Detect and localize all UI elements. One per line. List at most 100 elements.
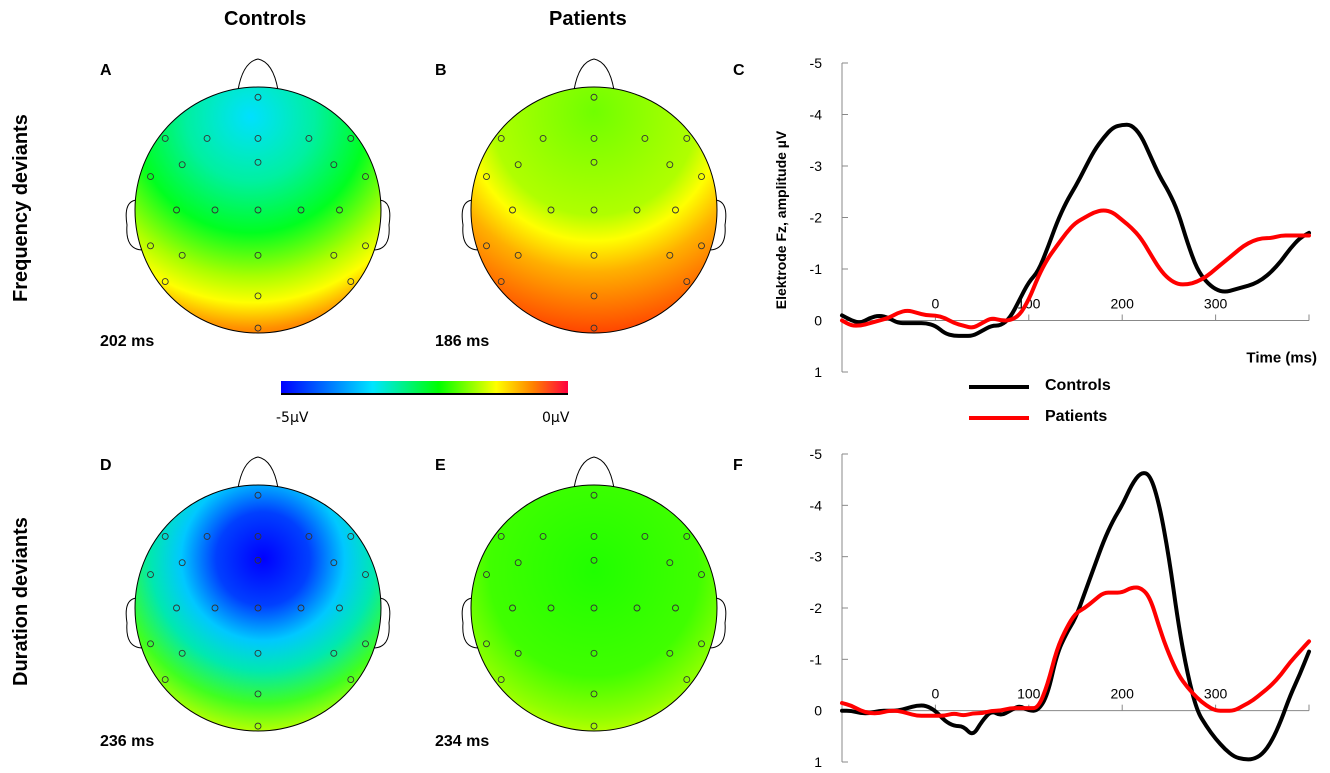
electrode-marker [362, 173, 369, 181]
latency-e: 234 ms [435, 733, 490, 750]
electrode-marker [254, 206, 262, 214]
electrode-marker [254, 722, 262, 730]
x-tick-label: 200 [1111, 686, 1135, 702]
electrode-marker [147, 173, 154, 181]
electrode-marker [509, 604, 516, 612]
electrode-marker [590, 251, 598, 259]
electrode-marker [347, 676, 355, 684]
electrode-marker [347, 134, 355, 142]
y-tick-label: -1 [810, 261, 823, 277]
y-tick-label: -1 [810, 651, 823, 667]
latency-b: 186 ms [435, 333, 490, 350]
electrode-marker [347, 278, 355, 286]
y-tick-label: 1 [814, 364, 822, 380]
electrode-marker [305, 134, 313, 142]
electrode-marker [211, 604, 219, 612]
panel-letter-c: C [733, 62, 745, 79]
electrode-marker [362, 571, 369, 579]
column-header-patients: Patients [549, 8, 627, 30]
y-tick-label: 0 [814, 703, 822, 719]
electrode-marker [178, 559, 186, 567]
electrode-marker [254, 690, 262, 698]
electrode-marker [297, 206, 305, 214]
electrode-marker [178, 251, 186, 259]
electrode-marker [672, 206, 679, 214]
electrode-marker [161, 278, 169, 286]
electrode-marker [336, 206, 343, 214]
electrode-marker [254, 292, 262, 300]
electrode-marker [590, 532, 598, 540]
electrode-marker [173, 206, 180, 214]
electrode-marker [666, 251, 674, 259]
electrode-marker [590, 158, 598, 166]
electrode-marker [497, 134, 505, 142]
electrode-marker [672, 604, 679, 612]
scalp-map-e [461, 456, 727, 732]
electrode-marker [590, 690, 598, 698]
y-tick-label: 0 [814, 313, 822, 329]
scalp-map-d [125, 456, 391, 732]
scalp-map-b [461, 58, 727, 334]
electrode-marker [590, 722, 598, 730]
y-axis-label: Elektrode Fz, amplitude µV [773, 130, 789, 309]
series-line-patients [840, 585, 1311, 718]
electrode-marker [147, 640, 154, 648]
nose-outline [573, 58, 615, 91]
electrode-marker [483, 173, 490, 181]
electrode-marker [254, 134, 262, 142]
electrode-marker [254, 324, 262, 332]
electrode-marker [336, 604, 343, 612]
electrode-marker [161, 134, 169, 142]
electrode-marker [347, 532, 355, 540]
nose-outline [573, 456, 615, 489]
electrode-marker [590, 292, 598, 300]
panel-letter-b: B [435, 62, 447, 79]
legend-label-patients: Patients [1045, 408, 1108, 425]
electrode-marker [362, 640, 369, 648]
series-line-patients [840, 208, 1311, 330]
y-tick-label: -4 [810, 497, 823, 513]
electrode-marker [590, 93, 598, 101]
electrode-marker [683, 134, 691, 142]
column-header-controls: Controls [224, 8, 307, 30]
electrode-marker [254, 158, 262, 166]
y-tick-label: -5 [810, 55, 823, 71]
electrode-marker [254, 649, 262, 657]
electrode-marker [147, 242, 154, 250]
electrode-marker [539, 134, 547, 142]
electrode-marker [547, 206, 555, 214]
latency-d: 236 ms [100, 733, 155, 750]
electrode-marker [509, 206, 516, 214]
panel-letter-a: A [100, 62, 112, 79]
electrode-marker [590, 604, 598, 612]
electrode-marker [683, 278, 691, 286]
x-tick-label: 300 [1204, 686, 1228, 702]
nose-outline [237, 456, 279, 489]
electrode-marker [203, 532, 211, 540]
electrode-marker [330, 161, 338, 169]
series-line-controls [840, 122, 1311, 338]
electrode-marker [590, 556, 598, 564]
electrode-marker [254, 491, 262, 499]
latency-a: 202 ms [100, 333, 155, 350]
scalp-surface [134, 86, 382, 334]
electrode-marker [178, 161, 186, 169]
series-line-controls [840, 471, 1311, 762]
electrode-marker [683, 532, 691, 540]
electrode-marker [514, 251, 522, 259]
y-tick-label: 1 [814, 754, 822, 770]
electrode-marker [590, 206, 598, 214]
legend-swatches [969, 385, 1029, 420]
scalp-map-a [125, 58, 391, 334]
electrode-marker [633, 206, 641, 214]
scalp-surface [134, 484, 382, 732]
electrode-marker [254, 251, 262, 259]
colorbar-min-label: -5µV [276, 410, 309, 426]
x-tick-label: 200 [1111, 296, 1135, 312]
electrode-marker [173, 604, 180, 612]
erp-chart-duration: -5 -4 -3 -2 -1 0 1 0 100 200 300 [810, 446, 1311, 770]
scalp-surface [470, 86, 718, 334]
x-tick-label: 0 [932, 686, 940, 702]
